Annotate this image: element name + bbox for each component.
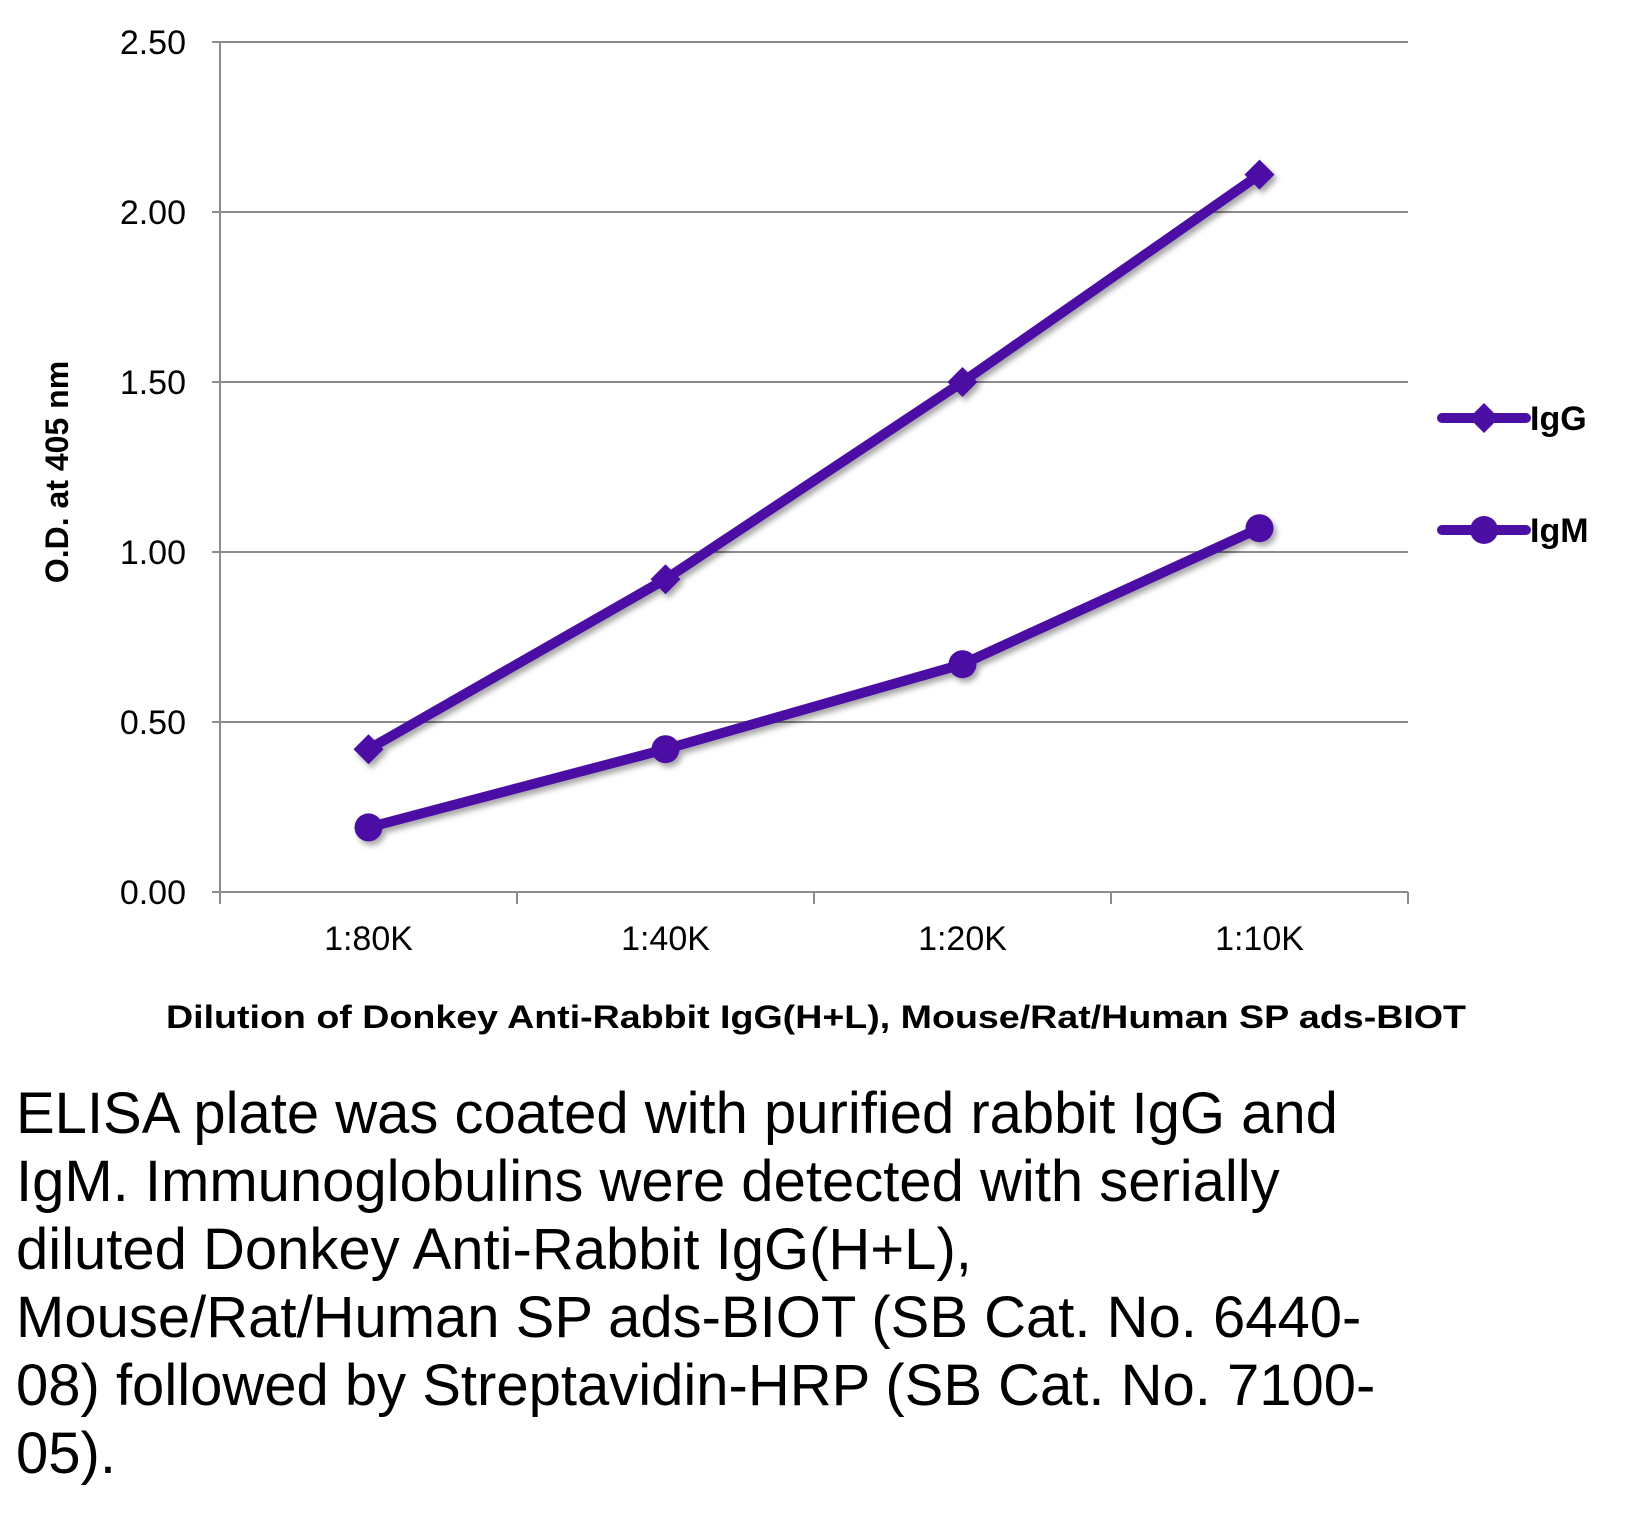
data-point-circle xyxy=(354,813,383,842)
axes xyxy=(212,42,1409,904)
series-igg xyxy=(353,159,1275,765)
y-tick-label: 0.00 xyxy=(120,874,186,912)
gridlines xyxy=(212,41,1408,723)
y-tick-label: 2.00 xyxy=(120,194,186,232)
y-tick-label: 1.50 xyxy=(120,364,186,402)
x-tick-label: 1:40K xyxy=(621,920,710,958)
y-tick-labels: 0.00 0.50 1.00 1.50 2.00 2.50 xyxy=(120,24,186,912)
x-tick-labels: 1:80K 1:40K 1:20K 1:10K xyxy=(324,920,1304,958)
figure-caption: ELISA plate was coated with purified rab… xyxy=(16,1081,1376,1486)
data-point-diamond xyxy=(353,734,384,765)
series-line xyxy=(363,523,1265,833)
y-axis-title: O.D. at 405 nm xyxy=(39,361,75,583)
legend-label: IgG xyxy=(1530,400,1587,438)
legend: IgG IgM xyxy=(1437,400,1589,550)
data-point-circle xyxy=(651,735,680,764)
y-tick-label: 1.00 xyxy=(120,534,186,572)
legend-item-igg: IgG xyxy=(1437,400,1587,438)
data-point-diamond xyxy=(1244,159,1275,190)
data-point-circle xyxy=(948,650,977,679)
x-axis-title: Dilution of Donkey Anti-Rabbit IgG(H+L),… xyxy=(166,999,1467,1035)
series-lines xyxy=(353,159,1275,842)
legend-item-igm: IgM xyxy=(1437,512,1589,550)
legend-marker-circle xyxy=(1470,516,1498,544)
elisa-line-chart: 0.00 0.50 1.00 1.50 2.00 2.50 1:80K 1:40K 1:20K… xyxy=(39,24,1589,1035)
y-tick-label: 0.50 xyxy=(120,704,186,742)
data-point-diamond xyxy=(650,564,681,595)
x-tick-label: 1:80K xyxy=(324,920,413,958)
y-tick-label: 2.50 xyxy=(120,24,186,62)
legend-marker-diamond xyxy=(1469,403,1499,433)
data-point-diamond xyxy=(947,367,978,397)
legend-label: IgM xyxy=(1530,512,1589,550)
x-tick-label: 1:20K xyxy=(918,920,1007,958)
series-line xyxy=(363,169,1265,755)
x-tick-label: 1:10K xyxy=(1215,920,1304,958)
data-point-circle xyxy=(1245,514,1274,543)
series-igm xyxy=(354,514,1274,842)
